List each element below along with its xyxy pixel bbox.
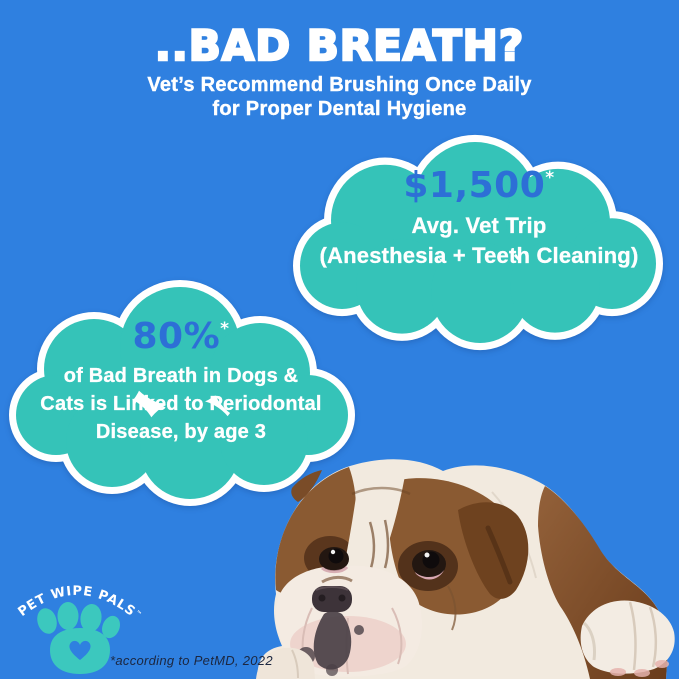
footnote: *according to PetMD, 2022	[110, 653, 273, 668]
stat-cloud-vet-cost: $1,500* Avg. Vet Trip (Anesthesia + Teet…	[290, 134, 668, 351]
dog-muzzle	[275, 565, 422, 677]
stat-periodontal: 80%*	[132, 318, 229, 362]
brand-logo: PET WIPE PALS™	[15, 584, 143, 674]
trademark-symbol: ™	[133, 609, 142, 618]
bulldog-photo	[256, 459, 675, 679]
periodontal-line-2: Cats is Linked to Periodontal	[40, 393, 322, 415]
stat-vet-cost-asterisk: *	[545, 168, 555, 188]
header: ..BAD BREATH? Vet’s Recommend Brushing O…	[0, 21, 679, 121]
periodontal-content: 80%* of Bad Breath in Dogs & Cats is Lin…	[12, 283, 350, 507]
periodontal-line-3: Disease, by age 3	[95, 421, 267, 443]
vet-cost-content: $1,500* Avg. Vet Trip (Anesthesia + Teet…	[290, 140, 668, 345]
svg-text:PET WIPE PALS™: PET WIPE PALS™	[15, 584, 142, 620]
stat-vet-cost-value: $1,500	[403, 165, 546, 206]
vet-cost-line-2: (Anesthesia + Teeth Cleaning)	[319, 243, 639, 268]
dog-eyes	[319, 547, 457, 631]
subtitle-line-2: for Proper Dental Hygiene	[212, 98, 467, 120]
stat-cloud-periodontal: 80%* of Bad Breath in Dogs & Cats is Lin…	[9, 280, 355, 507]
vet-cost-line-1: Avg. Vet Trip	[411, 213, 547, 238]
paw-heart-icon	[37, 602, 120, 674]
dog-nose	[312, 575, 353, 612]
stat-vet-cost: $1,500*	[403, 167, 554, 211]
periodontal-line-1: of Bad Breath in Dogs &	[63, 365, 299, 387]
heart-icon	[69, 640, 91, 660]
subtitle-line-1: Vet’s Recommend Brushing Once Daily	[147, 74, 532, 96]
dog-paw	[580, 600, 675, 677]
dog-paw-left	[256, 647, 315, 679]
dog-ear	[458, 502, 529, 599]
stat-periodontal-value: 80%	[132, 316, 221, 357]
cloud-icon	[293, 134, 663, 351]
headline: ..BAD BREATH?	[154, 21, 525, 70]
cloud-icon	[9, 280, 355, 506]
stat-periodontal-asterisk: *	[220, 319, 230, 339]
